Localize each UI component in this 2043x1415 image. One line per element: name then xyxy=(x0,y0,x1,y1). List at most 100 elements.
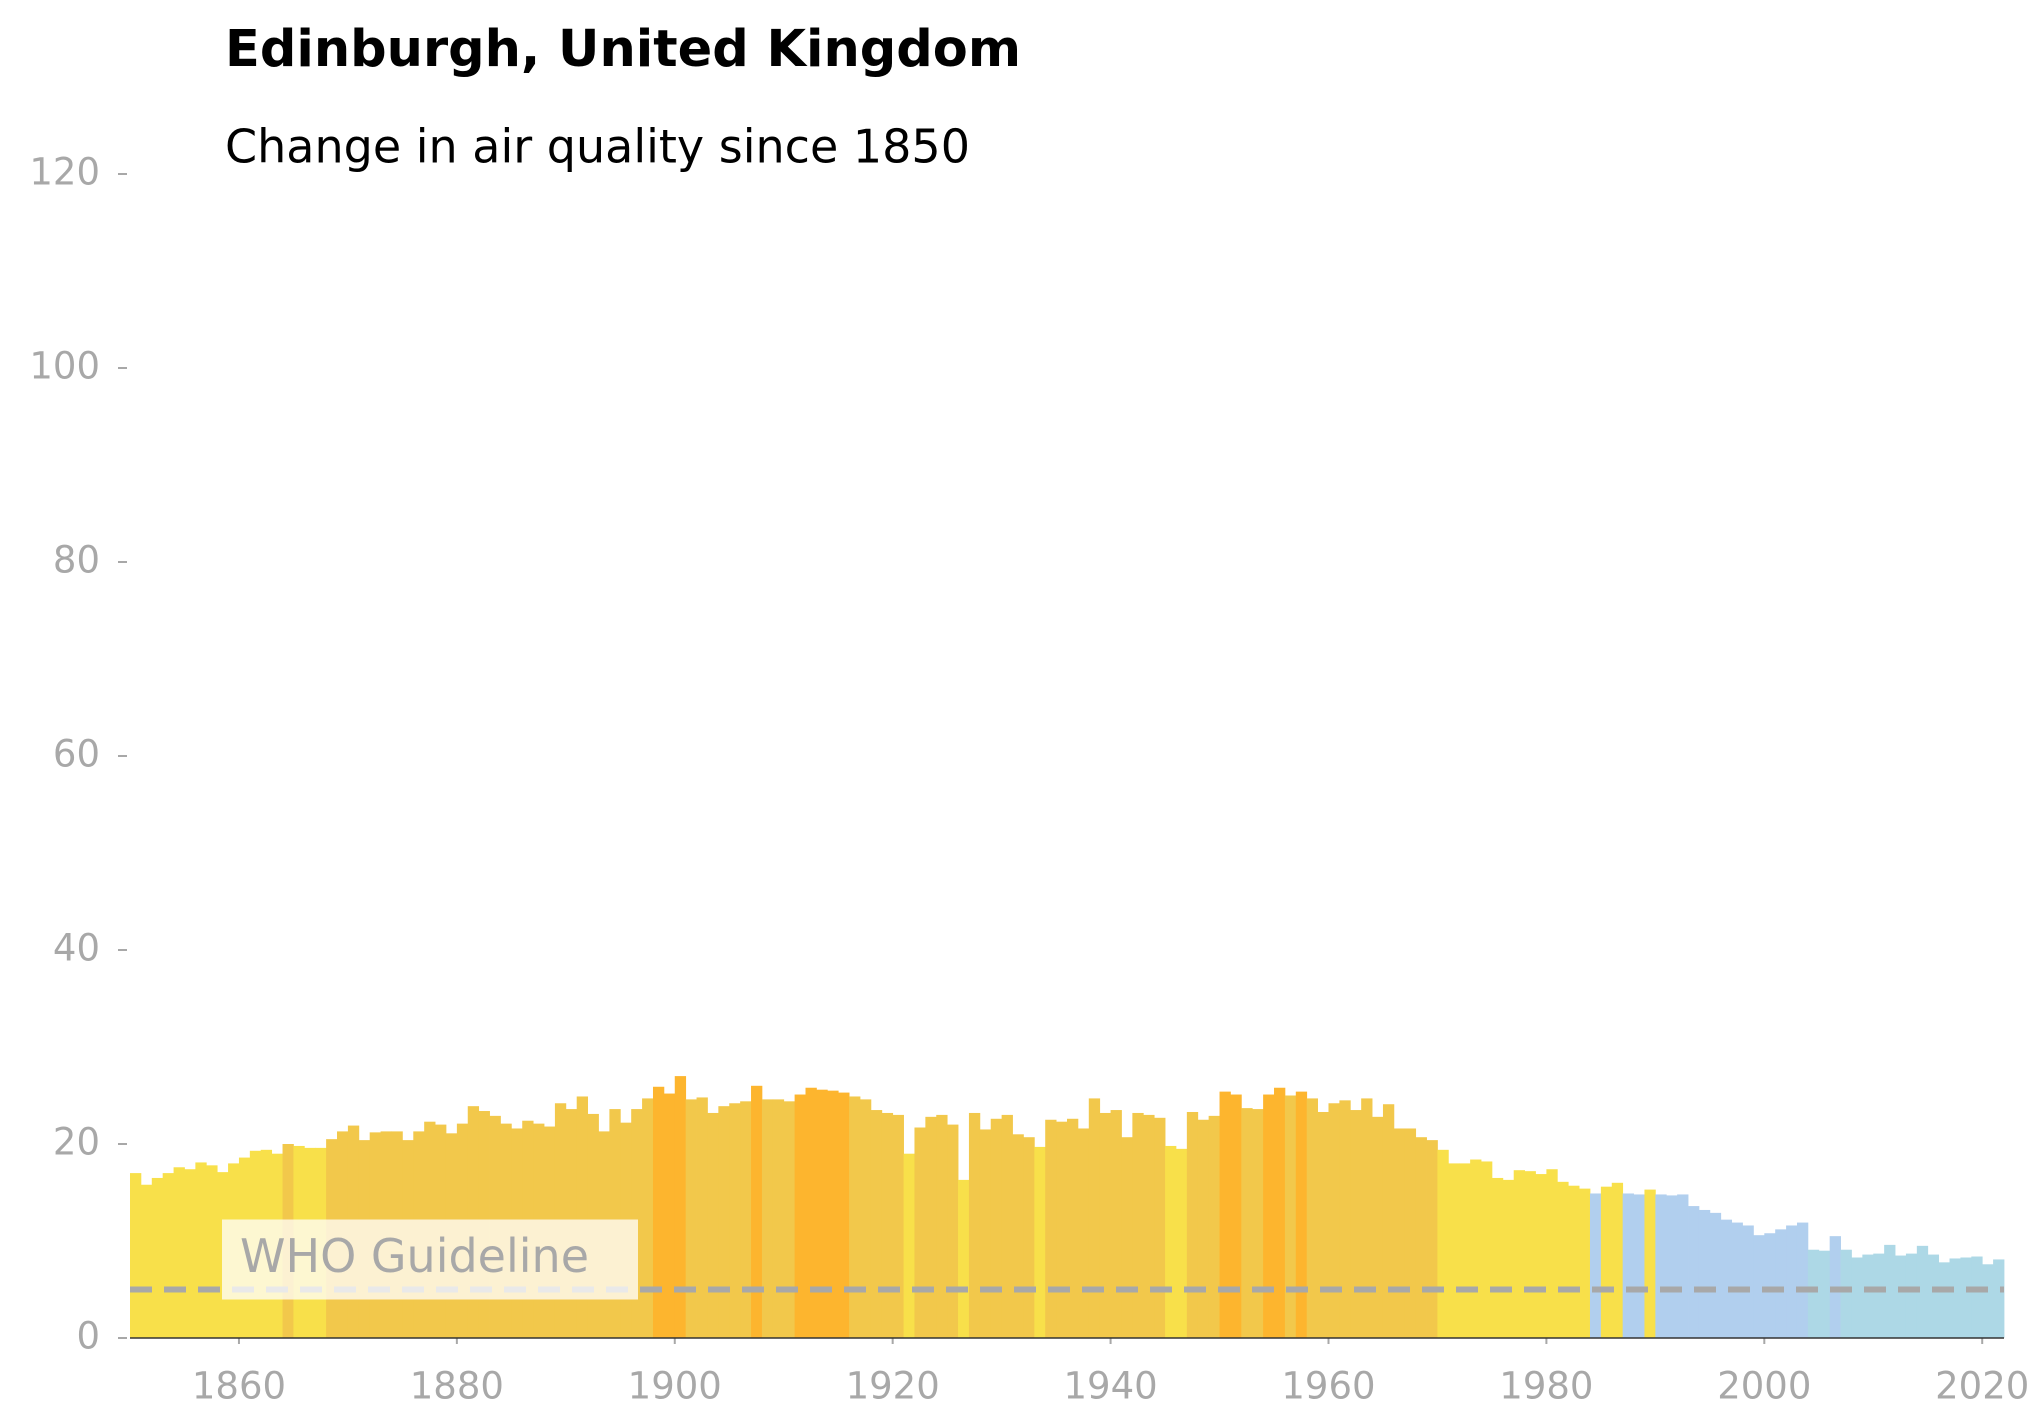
chart-subtitle: Change in air quality since 1850 xyxy=(225,120,970,174)
bar xyxy=(936,1114,948,1338)
bar xyxy=(1415,1137,1427,1338)
bar xyxy=(663,1093,676,1338)
bar xyxy=(1895,1255,1907,1338)
bar xyxy=(870,1110,883,1338)
bar xyxy=(1764,1233,1776,1338)
bar xyxy=(1045,1119,1057,1338)
bar xyxy=(1208,1115,1220,1338)
bar xyxy=(849,1096,861,1338)
bar xyxy=(1993,1259,2005,1338)
bar xyxy=(1513,1170,1526,1338)
bar xyxy=(1404,1128,1417,1338)
bar xyxy=(1230,1094,1242,1338)
bar xyxy=(195,1162,207,1338)
bar xyxy=(1470,1159,1482,1338)
bar xyxy=(1796,1222,1809,1338)
bar xyxy=(761,1099,774,1338)
bar xyxy=(1818,1250,1831,1338)
bar xyxy=(642,1098,654,1338)
bar xyxy=(1666,1195,1678,1338)
bar xyxy=(1742,1225,1754,1338)
bar xyxy=(1481,1161,1493,1338)
bar xyxy=(1219,1091,1231,1338)
bar xyxy=(1840,1249,1852,1338)
x-tick-label: 2020 xyxy=(1935,1365,2029,1408)
bar xyxy=(783,1101,796,1338)
bar xyxy=(206,1165,218,1338)
bar xyxy=(1622,1193,1634,1338)
bar xyxy=(1077,1128,1090,1338)
bar xyxy=(1568,1185,1580,1338)
x-tick-label: 2000 xyxy=(1717,1365,1811,1408)
bar xyxy=(1459,1163,1471,1338)
bar xyxy=(827,1090,839,1338)
bar xyxy=(1067,1118,1079,1338)
bar xyxy=(1132,1112,1144,1338)
y-tick-label: 20 xyxy=(53,1121,100,1164)
bar xyxy=(173,1167,185,1338)
x-tick-label: 1940 xyxy=(1063,1365,1157,1408)
bar xyxy=(1056,1121,1068,1338)
y-tick-label: 40 xyxy=(53,927,100,970)
bar xyxy=(881,1112,894,1338)
bar xyxy=(1088,1098,1101,1338)
bar xyxy=(968,1112,981,1338)
bar xyxy=(1600,1186,1613,1338)
bar xyxy=(805,1087,817,1338)
bar xyxy=(1143,1114,1155,1338)
y-tick-label: 0 xyxy=(76,1315,100,1358)
bar xyxy=(740,1101,752,1338)
bar xyxy=(674,1076,687,1338)
chart-title: Edinburgh, United Kingdom xyxy=(225,20,1021,79)
bar xyxy=(979,1129,992,1338)
bar xyxy=(1546,1169,1558,1338)
bar xyxy=(990,1118,1003,1338)
bar xyxy=(1186,1111,1199,1338)
bar xyxy=(1382,1104,1395,1338)
bar xyxy=(151,1177,164,1338)
bar xyxy=(1274,1087,1286,1338)
bar xyxy=(1339,1100,1351,1338)
bar xyxy=(1753,1235,1765,1338)
bar xyxy=(184,1169,196,1338)
bar xyxy=(1154,1117,1166,1338)
bar xyxy=(1535,1174,1547,1338)
bar xyxy=(1252,1109,1264,1338)
bar xyxy=(925,1116,937,1338)
y-tick-label: 100 xyxy=(29,345,100,388)
bar xyxy=(1491,1177,1504,1338)
bar xyxy=(914,1127,926,1338)
bar xyxy=(1884,1244,1896,1338)
bar xyxy=(1786,1225,1798,1338)
bar xyxy=(1001,1114,1013,1338)
bar xyxy=(1873,1253,1885,1338)
bar xyxy=(903,1153,915,1338)
bar xyxy=(707,1112,719,1338)
bar xyxy=(1927,1254,1940,1338)
bar xyxy=(947,1124,959,1338)
bar xyxy=(1589,1193,1602,1338)
bar xyxy=(1393,1128,1406,1338)
bar xyxy=(652,1086,665,1338)
bar xyxy=(685,1099,697,1338)
bar xyxy=(1557,1181,1569,1338)
bar xyxy=(1807,1249,1820,1338)
bar xyxy=(1034,1146,1046,1338)
bar xyxy=(1110,1110,1122,1338)
bar xyxy=(859,1099,872,1338)
bar xyxy=(1197,1119,1210,1338)
x-tick-label: 1900 xyxy=(628,1365,722,1408)
y-tick-label: 60 xyxy=(53,733,100,776)
bar xyxy=(751,1085,763,1338)
bar xyxy=(838,1092,850,1338)
bar xyxy=(1960,1257,1972,1338)
bar xyxy=(1633,1194,1645,1338)
bar xyxy=(1698,1209,1711,1338)
bar xyxy=(1284,1095,1297,1338)
bar xyxy=(1121,1137,1133,1338)
bar xyxy=(1012,1134,1024,1338)
bar xyxy=(1579,1188,1591,1338)
bar xyxy=(1437,1149,1449,1338)
bar xyxy=(816,1089,828,1338)
